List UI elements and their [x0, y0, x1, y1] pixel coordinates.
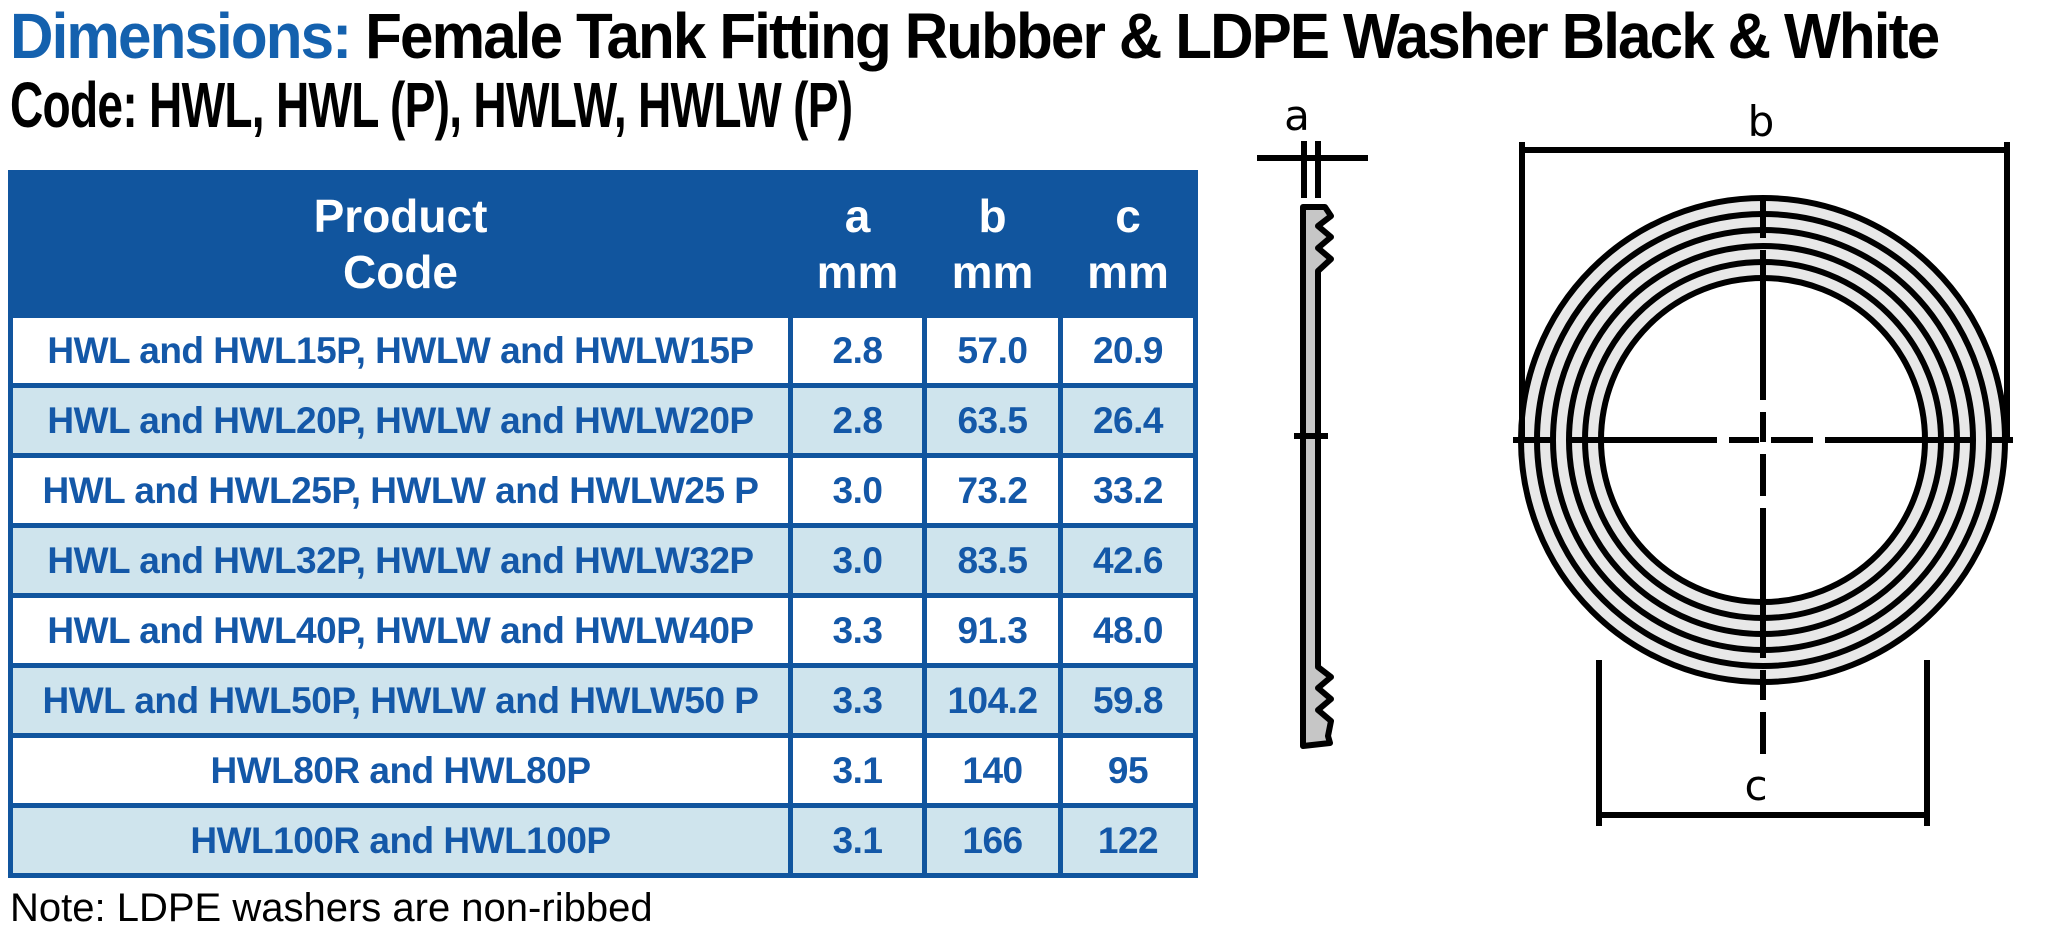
title-codes: Code: HWL, HWL (P), HWLW, HWLW (P) [10, 69, 853, 141]
header-col-b: b mm [922, 170, 1063, 318]
cell-a: 3.0 [788, 523, 927, 598]
cell-a: 3.1 [788, 733, 927, 808]
cell-b: 57.0 [922, 313, 1063, 388]
cell-b: 140 [922, 733, 1063, 808]
cell-c: 42.6 [1058, 523, 1198, 598]
cell-a: 3.3 [788, 663, 927, 738]
dimension-c-label: c [1744, 761, 1767, 810]
cell-product-code: HWL and HWL40P, HWLW and HWLW40P [8, 593, 793, 668]
cell-c: 20.9 [1058, 313, 1198, 388]
cell-a: 3.3 [788, 593, 927, 668]
cell-product-code: HWL and HWL50P, HWLW and HWLW50 P [8, 663, 793, 738]
table-row: HWL and HWL32P, HWLW and HWLW32P 3.0 83.… [8, 523, 1198, 598]
dimension-a-label: a [1284, 91, 1310, 140]
header-product-line1: Product [313, 190, 488, 242]
dimensions-table: Product Code a mm b mm c mm HWL and HWL1… [8, 170, 1198, 878]
cell-a: 3.1 [788, 803, 927, 878]
title-dimensions-label: Dimensions: [10, 0, 352, 72]
washer-front-view-diagram: b c [1513, 97, 2013, 826]
table-row: HWL100R and HWL100P 3.1 166 122 [8, 803, 1198, 878]
cell-product-code: HWL100R and HWL100P [8, 803, 793, 878]
table-row: HWL and HWL15P, HWLW and HWLW15P 2.8 57.… [8, 313, 1198, 388]
cell-b: 73.2 [922, 453, 1063, 528]
title-line1: Dimensions: Female Tank Fitting Rubber &… [10, 0, 1940, 72]
cell-b: 83.5 [922, 523, 1063, 598]
table-row: HWL and HWL40P, HWLW and HWLW40P 3.3 91.… [8, 593, 1198, 668]
cell-a: 2.8 [788, 313, 927, 388]
cell-b: 63.5 [922, 383, 1063, 458]
cell-a: 3.0 [788, 453, 927, 528]
table-row: HWL and HWL20P, HWLW and HWLW20P 2.8 63.… [8, 383, 1198, 458]
cell-product-code: HWL and HWL32P, HWLW and HWLW32P [8, 523, 793, 598]
cell-c: 48.0 [1058, 593, 1198, 668]
table-row: HWL80R and HWL80P 3.1 140 95 [8, 733, 1198, 808]
table-header-row: Product Code a mm b mm c mm [8, 170, 1198, 318]
footnote: Note: LDPE washers are non-ribbed [10, 886, 653, 930]
cell-c: 95 [1058, 733, 1198, 808]
table-row: HWL and HWL50P, HWLW and HWLW50 P 3.3 10… [8, 663, 1198, 738]
header-col-a: a mm [788, 170, 927, 318]
washer-side-view-diagram: a [1257, 91, 1368, 749]
cell-c: 33.2 [1058, 453, 1198, 528]
cell-product-code: HWL80R and HWL80P [8, 733, 793, 808]
cell-b: 104.2 [922, 663, 1063, 738]
header-col-c: c mm [1058, 170, 1198, 318]
dimension-b-label: b [1748, 97, 1775, 146]
page-title: Dimensions: Female Tank Fitting Rubber &… [10, 2, 2061, 138]
cell-product-code: HWL and HWL15P, HWLW and HWLW15P [8, 313, 793, 388]
cell-product-code: HWL and HWL25P, HWLW and HWLW25 P [8, 453, 793, 528]
title-product-name: Female Tank Fitting Rubber & LDPE Washer… [350, 0, 1940, 72]
cell-product-code: HWL and HWL20P, HWLW and HWLW20P [8, 383, 793, 458]
cell-b: 91.3 [922, 593, 1063, 668]
cell-c: 59.8 [1058, 663, 1198, 738]
cell-a: 2.8 [788, 383, 927, 458]
header-product-code: Product Code [8, 170, 793, 318]
cell-c: 26.4 [1058, 383, 1198, 458]
table-row: HWL and HWL25P, HWLW and HWLW25 P 3.0 73… [8, 453, 1198, 528]
cell-b: 166 [922, 803, 1063, 878]
cell-c: 122 [1058, 803, 1198, 878]
header-product-line2: Code [343, 246, 458, 298]
washer-profile-shape [1300, 204, 1334, 749]
